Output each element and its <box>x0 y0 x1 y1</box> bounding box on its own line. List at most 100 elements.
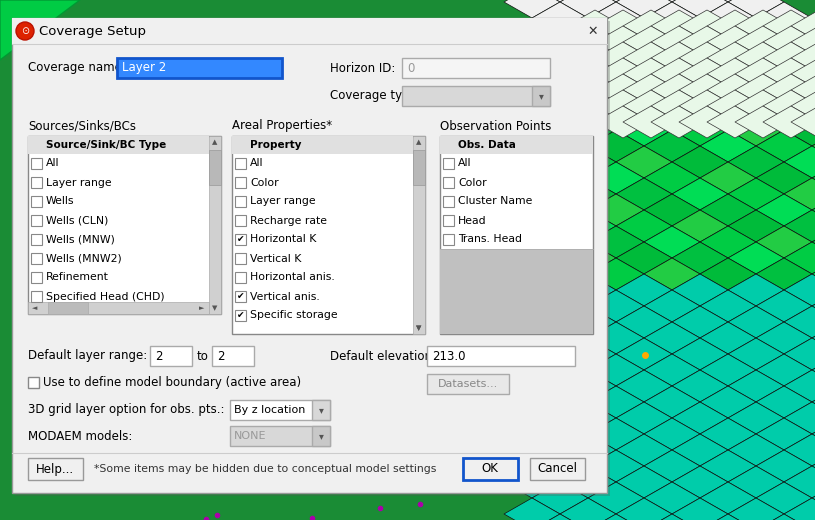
Text: Coverage name:: Coverage name: <box>28 61 126 74</box>
Bar <box>31 272 42 283</box>
Text: Wells (CLN): Wells (CLN) <box>46 215 108 226</box>
Text: ✔: ✔ <box>236 311 244 320</box>
Text: Use to define model boundary (active area): Use to define model boundary (active are… <box>43 376 301 389</box>
Text: Vertical anis.: Vertical anis. <box>250 292 319 302</box>
Text: Layer range: Layer range <box>46 177 112 188</box>
Text: All: All <box>250 159 263 168</box>
Text: Coverage type:: Coverage type: <box>330 89 421 102</box>
Bar <box>12 18 607 493</box>
Bar <box>28 377 39 388</box>
Bar <box>463 458 518 480</box>
Text: Help...: Help... <box>36 462 74 475</box>
Text: Areal Properties*: Areal Properties* <box>232 120 333 133</box>
Text: Layer range: Layer range <box>250 197 315 206</box>
Text: Wells: Wells <box>46 197 74 206</box>
Bar <box>235 196 246 207</box>
Text: Coverage Setup: Coverage Setup <box>39 24 146 37</box>
Text: ⊙: ⊙ <box>21 26 29 36</box>
Text: Specified Head (CHD): Specified Head (CHD) <box>46 292 165 302</box>
Text: By z location: By z location <box>234 405 306 415</box>
Bar <box>31 291 42 302</box>
Text: ▾: ▾ <box>319 431 324 441</box>
Text: ▼: ▼ <box>416 325 421 331</box>
Bar <box>212 346 254 366</box>
Text: 0: 0 <box>407 61 414 74</box>
Text: 2: 2 <box>155 349 162 362</box>
Bar <box>235 158 246 169</box>
Bar <box>209 136 221 314</box>
Text: Vertical K: Vertical K <box>250 253 302 264</box>
Bar <box>532 86 550 106</box>
Text: ▾: ▾ <box>319 405 324 415</box>
Text: Property: Property <box>250 140 302 150</box>
Text: Obs. Data: Obs. Data <box>458 140 516 150</box>
Text: Default elevation:: Default elevation: <box>330 349 436 362</box>
Text: Horizon ID:: Horizon ID: <box>330 61 395 74</box>
Bar <box>235 272 246 283</box>
Text: Recharge rate: Recharge rate <box>250 215 327 226</box>
Text: Refinement: Refinement <box>46 272 109 282</box>
Bar <box>443 234 454 245</box>
Bar <box>440 136 593 154</box>
Text: ▼: ▼ <box>416 325 421 331</box>
Bar <box>235 177 246 188</box>
Bar <box>31 215 42 226</box>
Text: Cluster Name: Cluster Name <box>458 197 532 206</box>
Text: Color: Color <box>250 177 279 188</box>
Text: *Some items may be hidden due to conceptual model settings: *Some items may be hidden due to concept… <box>94 464 436 474</box>
Text: NONE: NONE <box>234 431 267 441</box>
Bar <box>232 136 413 154</box>
Text: Sources/Sinks/BCs: Sources/Sinks/BCs <box>28 120 136 133</box>
Bar <box>443 196 454 207</box>
Text: Wells (MNW): Wells (MNW) <box>46 235 115 244</box>
Text: 3D grid layer option for obs. pts.:: 3D grid layer option for obs. pts.: <box>28 404 224 417</box>
Text: OK: OK <box>482 462 499 475</box>
Text: MODAEM models:: MODAEM models: <box>28 430 132 443</box>
Bar <box>150 346 192 366</box>
Text: ✔: ✔ <box>236 235 244 244</box>
Bar <box>15 21 610 496</box>
Bar <box>31 196 42 207</box>
Bar <box>235 310 246 321</box>
Text: ▼: ▼ <box>213 305 218 311</box>
Text: ▲: ▲ <box>213 139 218 145</box>
Text: Observation Points: Observation Points <box>440 120 552 133</box>
Bar <box>230 400 330 420</box>
Circle shape <box>16 22 34 40</box>
Bar <box>232 136 425 334</box>
Text: Horizontal K: Horizontal K <box>250 235 316 244</box>
Bar <box>31 253 42 264</box>
Text: ▾: ▾ <box>539 91 544 101</box>
Text: to: to <box>197 349 209 362</box>
Bar <box>28 136 209 154</box>
Text: Specific storage: Specific storage <box>250 310 337 320</box>
Bar <box>402 86 550 106</box>
Bar <box>12 18 607 44</box>
Bar <box>230 426 330 446</box>
Text: Horizontal anis.: Horizontal anis. <box>250 272 335 282</box>
Bar <box>443 158 454 169</box>
Bar <box>235 215 246 226</box>
Text: Trans. Head: Trans. Head <box>458 235 522 244</box>
Text: ▲: ▲ <box>416 139 421 145</box>
Text: Layer 2: Layer 2 <box>122 61 166 74</box>
Bar <box>440 249 593 334</box>
Text: Datasets...: Datasets... <box>438 379 498 389</box>
Text: Source/Sink/BC Type: Source/Sink/BC Type <box>46 140 166 150</box>
Bar <box>312 426 330 446</box>
Bar <box>235 253 246 264</box>
Bar <box>235 291 246 302</box>
Bar <box>31 177 42 188</box>
Bar <box>235 234 246 245</box>
Bar <box>413 150 425 185</box>
Bar <box>413 136 425 334</box>
Bar <box>31 158 42 169</box>
Text: ◄: ◄ <box>33 305 37 311</box>
Text: ✔: ✔ <box>236 292 244 301</box>
Text: Head: Head <box>458 215 487 226</box>
Bar <box>48 302 88 314</box>
Bar <box>427 346 575 366</box>
Text: All: All <box>458 159 472 168</box>
Bar <box>28 136 221 314</box>
Bar <box>117 58 282 78</box>
